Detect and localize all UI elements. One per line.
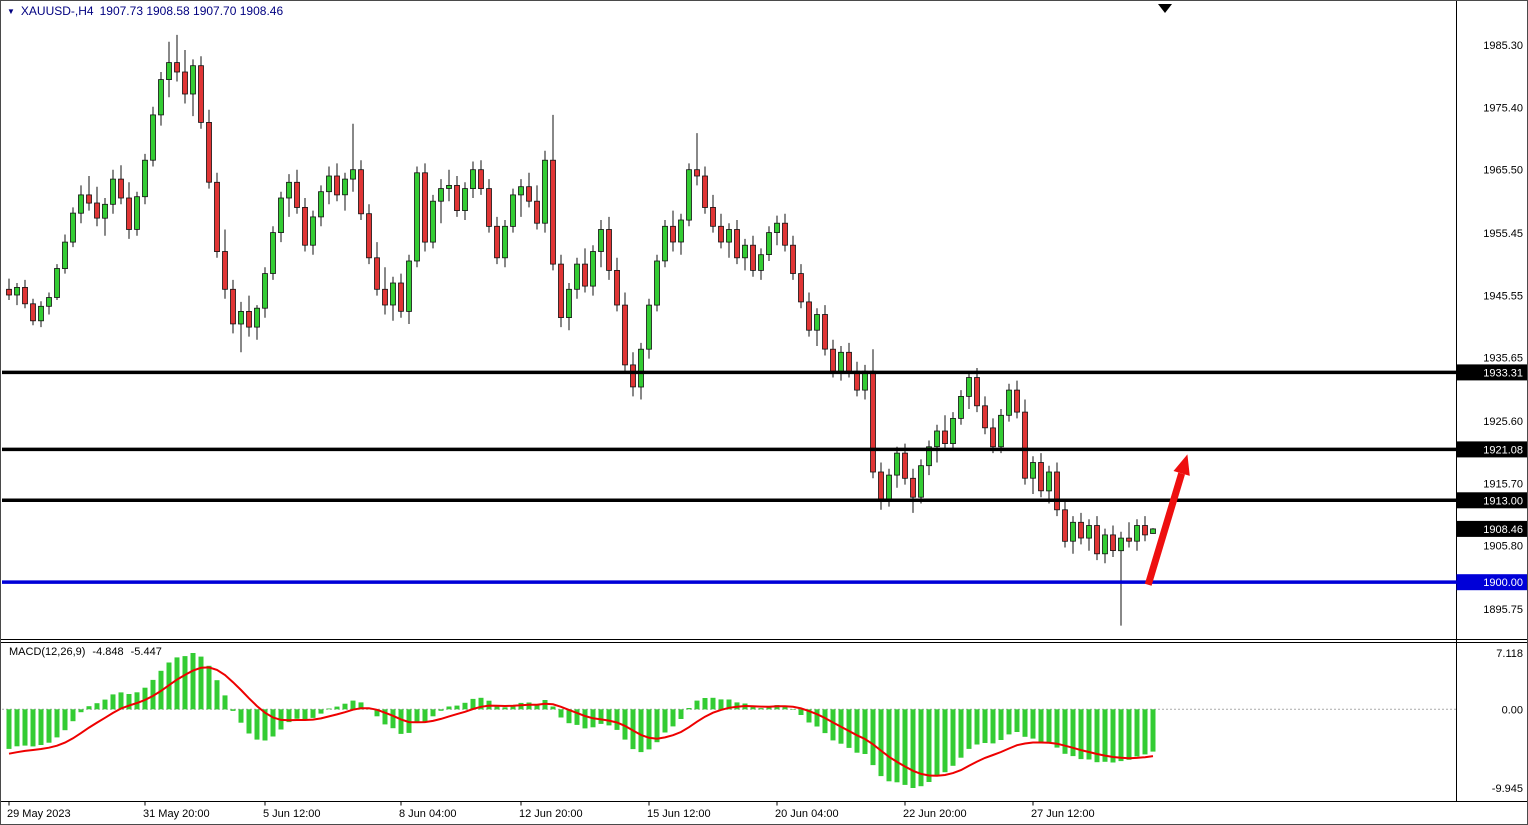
y-axis-label: 1915.70	[1483, 478, 1523, 490]
x-axis-label: 22 Jun 20:00	[903, 808, 967, 820]
y-axis-label: 1965.50	[1483, 165, 1523, 177]
symbol-dropdown-icon[interactable]: ▼	[7, 7, 15, 16]
x-axis-label: 12 Jun 20:00	[519, 808, 583, 820]
ohlc-values: 1907.73 1908.58 1907.70 1908.46	[99, 4, 284, 18]
x-axis-label: 27 Jun 12:00	[1031, 808, 1095, 820]
y-axis-label: 1975.40	[1483, 102, 1523, 114]
symbol-period-label: XAUUSD-,H4	[20, 4, 94, 18]
macd-axis-label: -9.945	[1492, 783, 1523, 795]
chart-title: ▼ XAUUSD-,H4 1907.73 1908.58 1907.70 190…	[7, 4, 283, 18]
y-axis-label: 1985.30	[1483, 40, 1523, 52]
price-tag: 1921.08	[1456, 441, 1527, 458]
macd-name: MACD(12,26,9)	[9, 646, 86, 658]
panel-borders	[1, 1, 1527, 802]
hlines-layer	[2, 370, 1457, 584]
y-axis-label: 1905.80	[1483, 541, 1523, 553]
svg-text:1933.31: 1933.31	[1483, 367, 1523, 379]
y-axis-label: 1895.75	[1483, 604, 1523, 616]
x-axis-label: 15 Jun 12:00	[647, 808, 711, 820]
macd-indicator-label: MACD(12,26,9) -4.848 -5.447	[9, 646, 162, 658]
macd-histogram	[6, 653, 1156, 788]
candles-layer	[6, 34, 1156, 626]
price-tag: 1933.31	[1456, 364, 1527, 381]
x-axis-label: 20 Jun 04:00	[775, 808, 839, 820]
y-axis-label: 1955.45	[1483, 228, 1523, 240]
macd-axis-label: 0.00	[1502, 704, 1523, 716]
chart-shift-icon[interactable]	[1158, 4, 1172, 13]
macd-axis-label: 7.118	[1496, 648, 1523, 660]
price-tag: 1913.00	[1456, 492, 1527, 509]
time-scale[interactable]: 29 May 2023 31 May 20:00 5 Jun 12:00 8 Jun …	[7, 801, 1095, 821]
x-axis-label: 5 Jun 12:00	[263, 808, 321, 820]
svg-text:1900.00: 1900.00	[1483, 577, 1523, 589]
x-axis-label: 31 May 20:00	[143, 808, 210, 820]
price-scale[interactable]: 1985.30 1975.40 1965.50 1955.45 1945.55 1935.…	[1483, 40, 1523, 616]
y-axis-label: 1945.55	[1483, 290, 1523, 302]
arrow-annotation[interactable]	[1144, 454, 1190, 586]
x-axis-label: 8 Jun 04:00	[399, 808, 457, 820]
macd-value-signal: -5.447	[130, 646, 162, 658]
svg-text:1908.46: 1908.46	[1483, 524, 1523, 536]
y-axis-label: 1925.60	[1483, 416, 1523, 428]
price-tag: 1908.46	[1456, 520, 1527, 537]
macd-value-main: -4.848	[92, 646, 124, 658]
y-axis-label: 1935.65	[1483, 353, 1523, 365]
svg-text:1913.00: 1913.00	[1483, 495, 1523, 507]
svg-text:1921.08: 1921.08	[1483, 444, 1523, 456]
x-axis-label: 29 May 2023	[7, 808, 71, 820]
price-tag: 1900.00	[1456, 574, 1527, 591]
macd-signal-line	[8, 666, 1154, 777]
